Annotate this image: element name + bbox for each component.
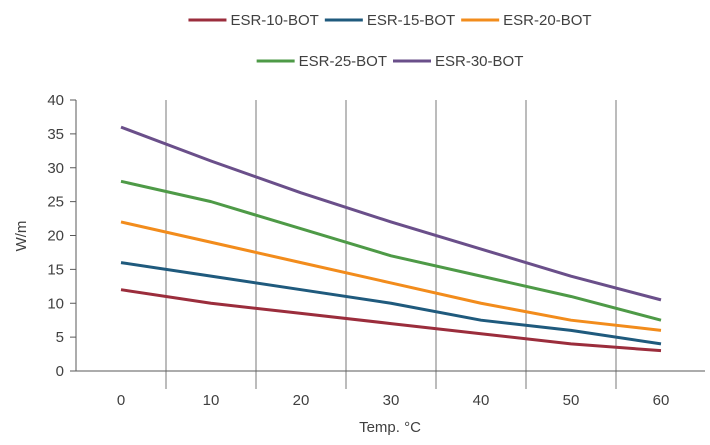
y-tick-label: 30 <box>47 160 64 177</box>
data-point <box>300 227 303 230</box>
legend-item-esr-20-bot: ESR-20-BOT <box>461 12 592 29</box>
y-tick-label: 5 <box>56 329 64 346</box>
data-point <box>480 302 483 305</box>
data-point <box>390 281 393 284</box>
series-line-esr-30-bot <box>120 125 662 302</box>
legend-item-esr-30-bot: ESR-30-BOT <box>393 53 523 70</box>
data-point <box>300 312 303 315</box>
data-point <box>120 261 123 264</box>
y-tick-label: 0 <box>56 363 64 380</box>
axes <box>70 99 705 372</box>
data-point <box>480 332 483 335</box>
data-point <box>660 329 663 332</box>
data-point <box>480 275 483 278</box>
y-tick-label: 40 <box>47 92 64 109</box>
legend-item-esr-15-bot: ESR-15-BOT <box>324 12 455 29</box>
y-tick-label: 35 <box>47 126 64 143</box>
data-point <box>660 342 663 345</box>
data-point <box>390 322 393 325</box>
series-line-esr-25-bot <box>120 179 662 322</box>
data-point <box>660 298 663 301</box>
data-point <box>120 288 123 291</box>
data-point <box>480 248 483 251</box>
y-tick-label: 25 <box>47 194 64 211</box>
x-tick-label: 0 <box>117 392 125 409</box>
series-lines <box>120 125 663 353</box>
x-tick-label: 40 <box>473 392 490 409</box>
tick-labels: 0 5 10 15 20 25 30 35 40 0 10 20 30 40 50 60 <box>47 92 669 409</box>
x-tick-label: 20 <box>293 392 310 409</box>
x-tick-label: 60 <box>653 392 670 409</box>
data-point <box>120 180 123 183</box>
data-point <box>210 159 213 162</box>
legend-label: ESR-15-BOT <box>367 12 455 29</box>
data-point <box>570 295 573 298</box>
data-point <box>570 329 573 332</box>
data-point <box>210 302 213 305</box>
legend: ESR-10-BOT ESR-15-BOT ESR-20-BOT ESR-25-BOT… <box>188 12 592 70</box>
data-point <box>210 200 213 203</box>
y-tick-label: 20 <box>47 228 64 245</box>
legend-item-esr-10-bot: ESR-10-BOT <box>188 12 319 29</box>
legend-label: ESR-30-BOT <box>435 53 523 70</box>
data-point <box>660 349 663 352</box>
series-line-esr-20-bot <box>120 220 662 332</box>
data-point <box>390 302 393 305</box>
data-point <box>300 191 303 194</box>
grid <box>165 100 617 389</box>
series-line-esr-10-bot <box>120 288 662 353</box>
series-line-esr-15-bot <box>120 261 662 346</box>
data-point <box>570 342 573 345</box>
data-point <box>390 254 393 257</box>
legend-label: ESR-20-BOT <box>503 12 591 29</box>
data-point <box>300 261 303 264</box>
data-point <box>480 319 483 322</box>
legend-label: ESR-25-BOT <box>299 53 387 70</box>
data-point <box>570 319 573 322</box>
y-axis-title: W/m <box>13 221 30 252</box>
y-tick-label: 10 <box>47 295 64 312</box>
legend-item-esr-25-bot: ESR-25-BOT <box>256 53 387 70</box>
x-tick-label: 50 <box>563 392 580 409</box>
data-point <box>660 319 663 322</box>
data-point <box>300 288 303 291</box>
x-tick-label: 30 <box>383 392 400 409</box>
legend-label: ESR-10-BOT <box>230 12 318 29</box>
data-point <box>210 275 213 278</box>
y-tick-label: 15 <box>47 261 64 278</box>
data-point <box>390 220 393 223</box>
data-point <box>120 126 123 129</box>
x-axis-title: Temp. °C <box>359 419 421 436</box>
x-tick-label: 10 <box>203 392 220 409</box>
data-point <box>210 241 213 244</box>
data-point <box>120 220 123 223</box>
data-point <box>570 275 573 278</box>
